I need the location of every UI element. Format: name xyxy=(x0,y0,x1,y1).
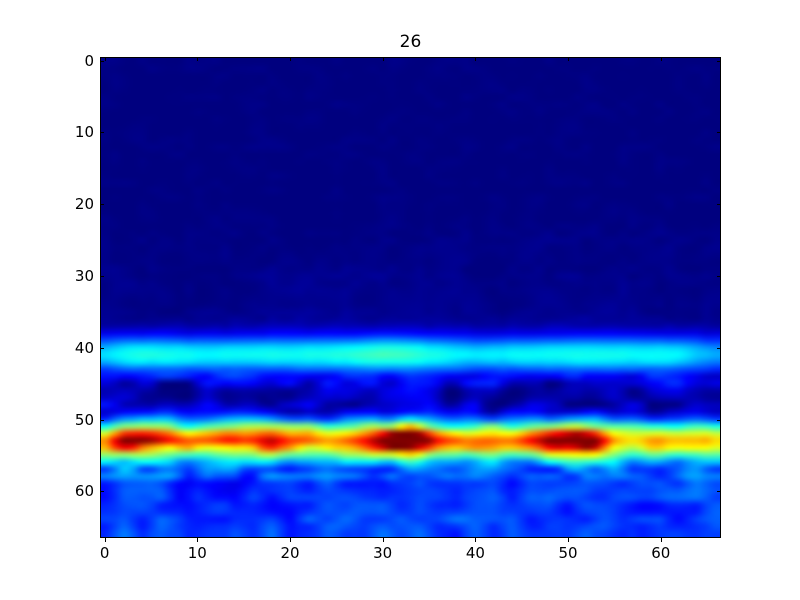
x-tick-mark-top xyxy=(660,57,662,61)
x-tick-mark xyxy=(475,538,477,542)
y-tick-mark-right xyxy=(717,347,721,349)
page-title: 26 xyxy=(399,32,422,52)
x-tick-mark xyxy=(568,538,570,542)
x-tick-label: 40 xyxy=(465,544,485,562)
y-tick-mark-right xyxy=(717,60,721,62)
y-tick-mark-right xyxy=(717,275,721,277)
y-tick-mark xyxy=(100,347,104,349)
x-tick-mark-top xyxy=(197,57,199,61)
y-tick-mark xyxy=(100,275,104,277)
y-tick-mark xyxy=(100,491,104,493)
x-tick-mark xyxy=(290,538,291,542)
y-tick-mark xyxy=(100,419,104,421)
y-tick-label: 20 xyxy=(74,195,94,214)
x-tick-mark xyxy=(104,538,106,542)
x-tick-label: 50 xyxy=(558,544,578,562)
y-tick-mark-right xyxy=(717,204,721,206)
y-tick-label: 10 xyxy=(74,123,94,142)
y-tick-mark xyxy=(100,60,104,62)
x-tick-label: 20 xyxy=(280,544,300,562)
x-tick-mark xyxy=(382,538,384,542)
x-tick-mark-top xyxy=(382,57,384,61)
y-tick-mark-right xyxy=(717,419,721,421)
x-tick-mark-top xyxy=(475,57,477,61)
x-tick-mark-top xyxy=(568,57,570,61)
x-tick-mark xyxy=(660,538,662,542)
y-tick-label: 50 xyxy=(74,410,94,429)
y-tick-label: 60 xyxy=(74,482,94,501)
y-tick-mark-right xyxy=(717,132,721,134)
y-tick-mark-right xyxy=(717,491,721,493)
heatmap-image xyxy=(101,58,720,537)
y-tick-mark xyxy=(100,132,104,134)
x-tick-mark-top xyxy=(104,57,106,61)
x-tick-mark xyxy=(197,538,199,542)
x-tick-label: 0 xyxy=(99,544,110,562)
x-tick-label: 10 xyxy=(187,544,207,562)
y-tick-label: 0 xyxy=(84,51,94,70)
heatmap-axes xyxy=(100,57,721,538)
y-tick-label: 30 xyxy=(74,266,94,285)
x-tick-label: 60 xyxy=(651,544,671,562)
x-tick-label: 30 xyxy=(373,544,393,562)
x-tick-mark-top xyxy=(290,57,291,61)
y-tick-label: 40 xyxy=(74,338,94,357)
y-tick-mark xyxy=(100,204,104,206)
